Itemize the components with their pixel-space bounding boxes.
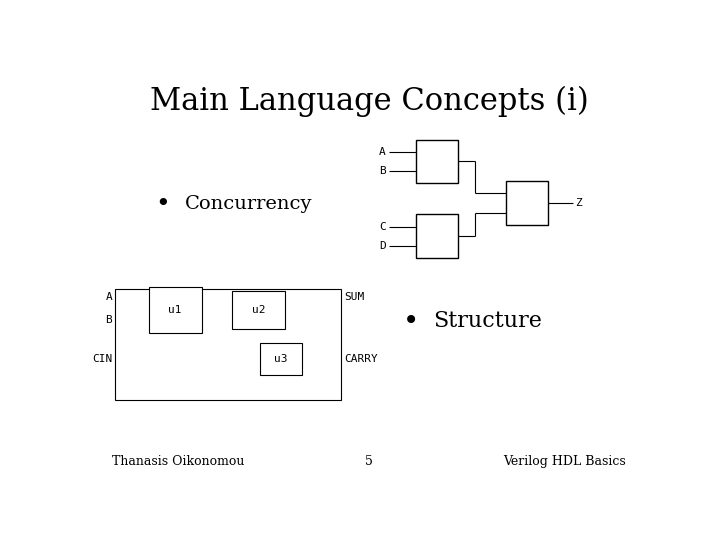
Text: B: B: [106, 315, 112, 325]
Text: •: •: [156, 192, 170, 216]
Text: CARRY: CARRY: [344, 354, 377, 364]
Text: B: B: [379, 166, 386, 176]
Text: A: A: [379, 147, 386, 157]
Text: Thanasis Oikonomou: Thanasis Oikonomou: [112, 455, 245, 468]
Text: Concurrency: Concurrency: [185, 195, 312, 213]
Text: •: •: [402, 307, 419, 334]
Text: 5: 5: [365, 455, 373, 468]
Bar: [416, 214, 458, 258]
Text: D: D: [379, 241, 386, 251]
Text: Structure: Structure: [433, 309, 542, 332]
Text: SUM: SUM: [344, 292, 364, 302]
Text: Verilog HDL Basics: Verilog HDL Basics: [503, 455, 626, 468]
Text: A: A: [106, 292, 112, 302]
Text: C: C: [379, 222, 386, 232]
Bar: [505, 181, 547, 225]
Text: u1: u1: [168, 305, 182, 315]
Bar: [115, 289, 341, 400]
Text: u3: u3: [274, 354, 288, 364]
Bar: [233, 292, 285, 329]
Text: Z: Z: [575, 198, 582, 208]
Bar: [260, 343, 302, 375]
Text: Main Language Concepts (i): Main Language Concepts (i): [150, 85, 588, 117]
Bar: [148, 287, 202, 333]
Text: CIN: CIN: [92, 354, 112, 364]
Text: u2: u2: [252, 305, 266, 315]
Bar: [416, 140, 458, 183]
